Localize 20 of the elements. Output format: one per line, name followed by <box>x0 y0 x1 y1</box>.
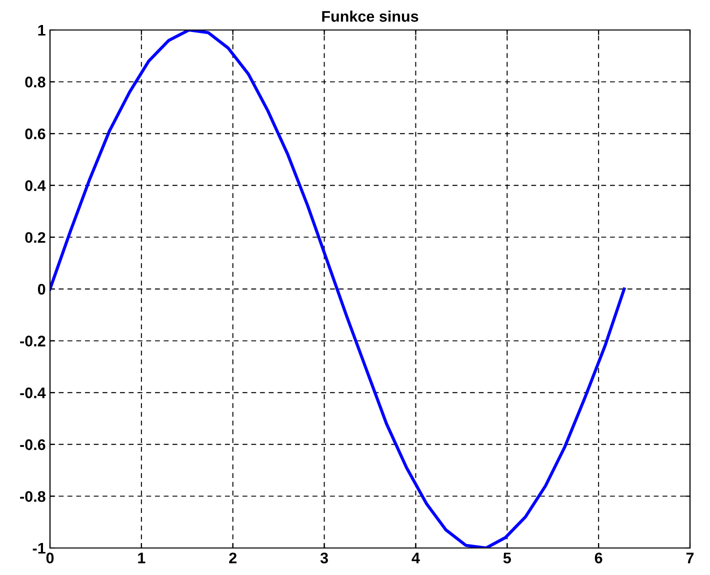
x-tick-label: 1 <box>138 552 146 564</box>
y-tick-label: -0.2 <box>20 336 46 346</box>
y-tick-label: -1 <box>32 543 46 554</box>
y-tick-label: 0.8 <box>25 76 46 88</box>
chart-title: Funkce sinus <box>322 10 418 22</box>
y-tick-label: -0.8 <box>20 491 46 502</box>
y-tick-label: 1 <box>38 25 46 36</box>
x-tick-label: 3 <box>320 552 328 564</box>
x-tick-label: 6 <box>594 552 602 564</box>
x-tick-label: 7 <box>686 552 694 564</box>
y-tick-label: -0.4 <box>20 387 46 398</box>
x-tick-label: 4 <box>412 552 420 564</box>
x-tick-label: 0 <box>46 552 54 564</box>
y-tick-label: 0.2 <box>25 232 46 243</box>
y-tick-label: 0 <box>38 284 46 295</box>
y-tick-label: 0.6 <box>25 128 46 140</box>
y-tick-label: 0.4 <box>25 180 46 192</box>
x-tick-label: 5 <box>503 552 511 564</box>
x-tick-label: 2 <box>229 552 236 564</box>
y-tick-label: -0.6 <box>20 439 46 450</box>
